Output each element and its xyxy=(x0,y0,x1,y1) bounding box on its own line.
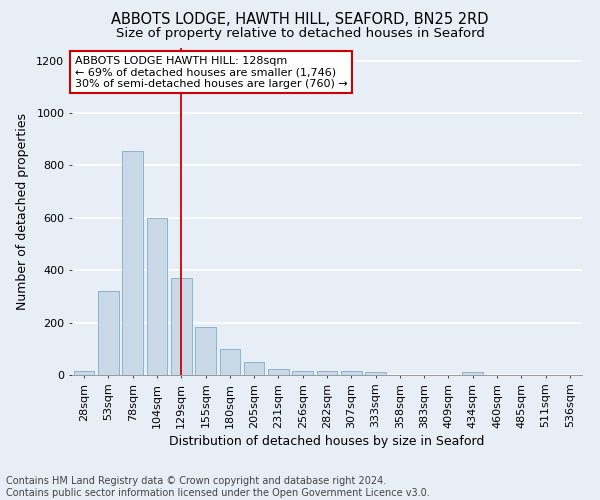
Text: Size of property relative to detached houses in Seaford: Size of property relative to detached ho… xyxy=(116,28,484,40)
Bar xyxy=(268,369,289,375)
Text: ABBOTS LODGE HAWTH HILL: 128sqm
← 69% of detached houses are smaller (1,746)
30%: ABBOTS LODGE HAWTH HILL: 128sqm ← 69% of… xyxy=(74,56,347,89)
Bar xyxy=(74,371,94,375)
Bar xyxy=(341,370,362,375)
Bar xyxy=(244,362,265,375)
Bar xyxy=(220,349,240,375)
Bar xyxy=(317,370,337,375)
Bar xyxy=(195,326,216,375)
Y-axis label: Number of detached properties: Number of detached properties xyxy=(16,113,29,310)
Bar xyxy=(292,370,313,375)
Text: Contains HM Land Registry data © Crown copyright and database right 2024.
Contai: Contains HM Land Registry data © Crown c… xyxy=(6,476,430,498)
Bar xyxy=(146,218,167,375)
Bar xyxy=(98,291,119,375)
Bar xyxy=(171,278,191,375)
Bar xyxy=(122,151,143,375)
Bar xyxy=(463,372,483,375)
X-axis label: Distribution of detached houses by size in Seaford: Distribution of detached houses by size … xyxy=(169,434,485,448)
Bar xyxy=(365,372,386,375)
Text: ABBOTS LODGE, HAWTH HILL, SEAFORD, BN25 2RD: ABBOTS LODGE, HAWTH HILL, SEAFORD, BN25 … xyxy=(111,12,489,28)
